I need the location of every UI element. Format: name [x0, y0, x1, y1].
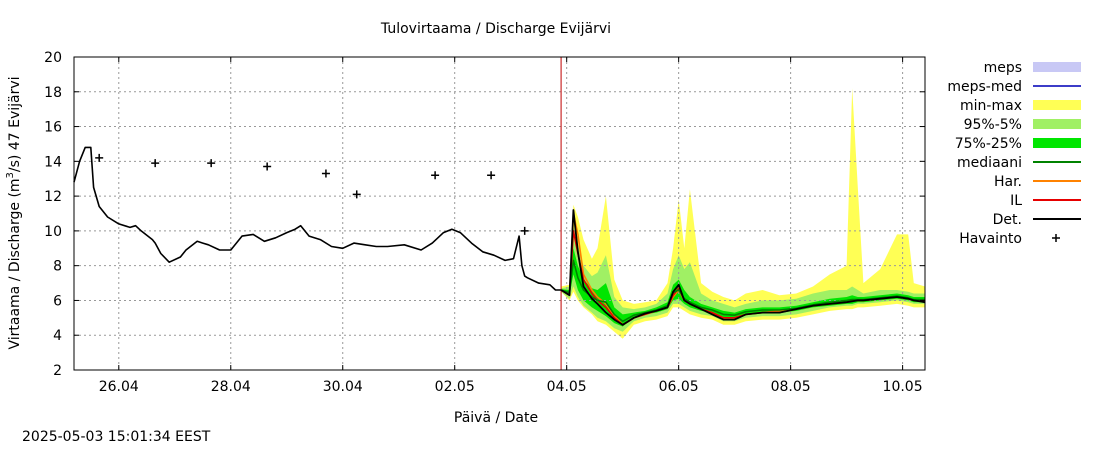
x-tick-label: 06.05: [659, 379, 699, 395]
forecast-bands: [561, 88, 925, 339]
x-tick-label: 10.05: [883, 379, 923, 395]
observation-marker: [431, 171, 440, 180]
y-tick-label: 12: [44, 189, 62, 205]
timestamp: 2025-05-03 15:01:34 EEST: [22, 429, 211, 445]
legend-label-har: Har.: [994, 174, 1022, 190]
y-tick-label: 2: [53, 363, 62, 379]
line-simulated: [73, 146, 562, 291]
x-axis-label: Päivä / Date: [454, 410, 538, 426]
series-lines: [73, 57, 926, 370]
legend-swatch-meps: [1033, 62, 1081, 72]
legend-label-havainto: Havainto: [959, 231, 1022, 247]
x-tick-label: 26.04: [99, 379, 139, 395]
line-det: [560, 209, 926, 326]
observation-marker: [321, 169, 330, 178]
plot-layers: [73, 57, 926, 370]
legend-swatch-p75_25: [1033, 138, 1081, 148]
observation-marker: [263, 162, 272, 171]
observation-marker: [520, 226, 529, 235]
band-p95_5: [561, 227, 925, 332]
legend-swatch-havainto: [1052, 234, 1060, 242]
legend-label-il: IL: [1010, 193, 1022, 209]
legend-label-minmax: min-max: [960, 98, 1022, 114]
band-minmax: [561, 88, 925, 339]
observation-marker: [352, 190, 361, 199]
legend-swatch-minmax: [1033, 100, 1081, 110]
plot-frame: [73, 56, 926, 371]
y-tick-label: 20: [44, 50, 62, 66]
y-tick-label: 8: [53, 259, 62, 275]
y-axis-ticks: 2 4 6 8 10 12 14 16 18 20: [44, 50, 925, 379]
x-tick-label: 28.04: [211, 379, 251, 395]
observation-marker: [207, 159, 216, 168]
y-tick-label: 6: [53, 293, 62, 309]
x-tick-label: 04.05: [547, 379, 587, 395]
chart-title: Tulovirtaama / Discharge Evijärvi: [380, 21, 611, 37]
legend-swatch-p95_5: [1033, 119, 1081, 129]
y-tick-label: 4: [53, 328, 62, 344]
y-tick-label: 18: [44, 85, 62, 101]
x-tick-label: 08.05: [771, 379, 811, 395]
x-tick-label: 30.04: [323, 379, 363, 395]
y-tick-label: 10: [44, 224, 62, 240]
y-tick-label: 16: [44, 120, 62, 136]
x-axis-ticks: 26.04 28.04 30.04 02.05 04.05 06.05 08.05 10.05: [99, 57, 923, 395]
legend-label-meps: meps: [984, 60, 1022, 76]
observation-marker: [151, 159, 160, 168]
band-p75_25: [561, 248, 925, 327]
y-tick-label: 14: [44, 154, 62, 170]
observation-markers: [95, 153, 529, 235]
legend-label-mediaani: mediaani: [957, 155, 1022, 171]
observation-marker: [487, 171, 496, 180]
observation-marker: [95, 153, 104, 162]
legend-label-p95_5: 95%-5%: [964, 117, 1022, 133]
legend: meps meps-med min-max 95%-5% 75%-25% mediaani…: [947, 60, 1081, 247]
y-axis-label: Virtaama / Discharge (m3/s) 47 Evijärvi: [5, 76, 23, 349]
legend-label-det: Det.: [993, 212, 1022, 228]
grid-lines: [74, 57, 925, 370]
legend-label-meps_med: meps-med: [947, 79, 1022, 95]
x-tick-label: 02.05: [435, 379, 475, 395]
legend-label-p75_25: 75%-25%: [955, 136, 1022, 152]
